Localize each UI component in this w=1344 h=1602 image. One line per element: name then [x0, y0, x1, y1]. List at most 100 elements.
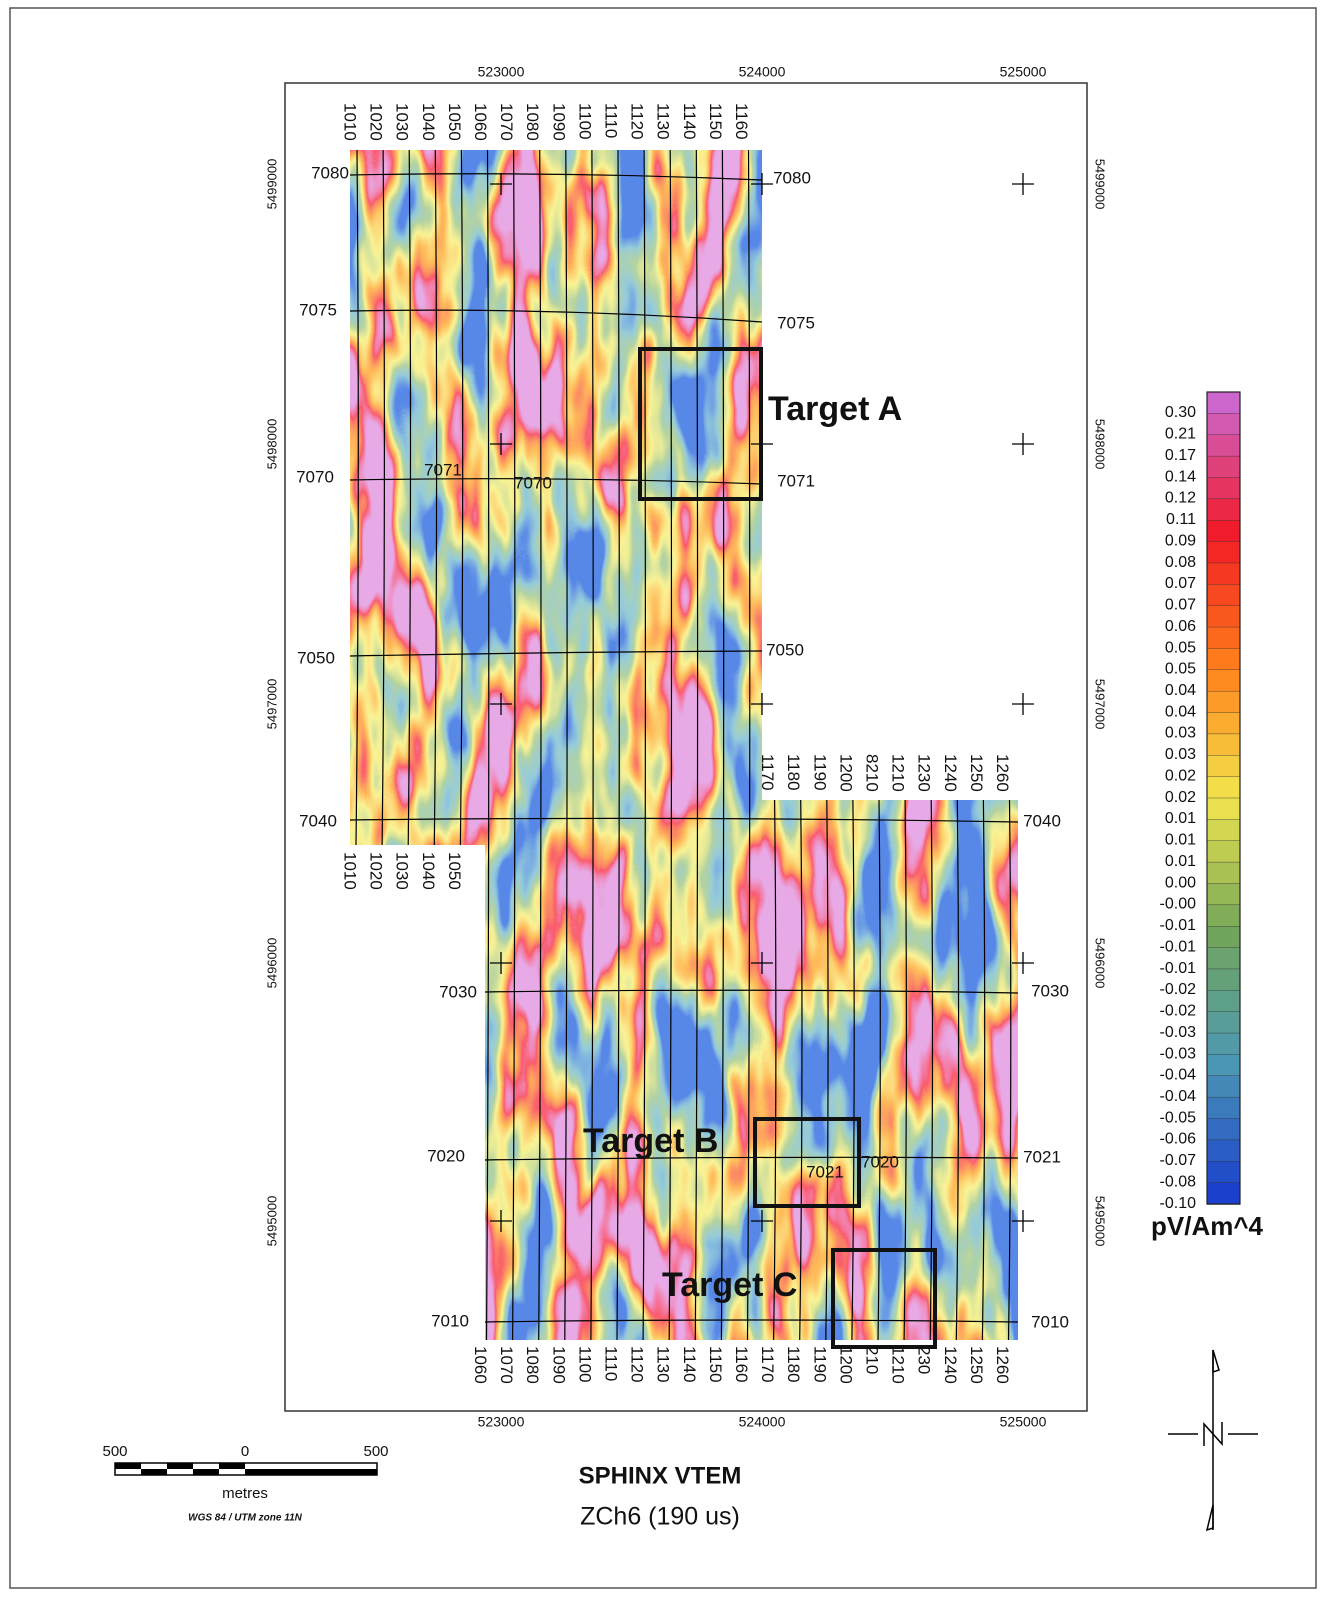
line-label: 1150: [706, 103, 725, 140]
easting-label: 523000: [478, 64, 525, 80]
tie-label: 7010: [1031, 1312, 1069, 1331]
legend-swatch: [1207, 627, 1240, 649]
line-label: 1210: [889, 754, 908, 792]
map-figure: Target A Target B Target C 0.300.210.170…: [0, 0, 1344, 1597]
legend-swatch: [1207, 1161, 1240, 1183]
tie-label: 7020: [861, 1152, 899, 1171]
easting-label: 524000: [739, 1414, 786, 1430]
legend-label: 0.01: [1165, 832, 1196, 849]
line-label: 1240: [941, 1346, 960, 1384]
scale-label: 500: [102, 1443, 127, 1460]
tie-label: 7080: [311, 163, 349, 182]
legend-label: -0.01: [1160, 938, 1197, 955]
line-label: 1100: [575, 1346, 594, 1383]
line-label: 1180: [784, 1346, 803, 1383]
northing-label: 5497000: [264, 679, 279, 730]
line-label: 1210: [889, 1346, 908, 1384]
line-label: 1080: [523, 1346, 542, 1384]
tie-label: 7020: [427, 1146, 465, 1165]
line-label: 1040: [419, 852, 438, 890]
legend-swatch: [1207, 798, 1240, 820]
legend-label: 0.17: [1165, 447, 1196, 464]
legend-label: -0.10: [1160, 1195, 1197, 1212]
northing-label: 5499000: [1093, 159, 1108, 210]
line-label: 1070: [497, 103, 516, 141]
legend-label: -0.05: [1160, 1109, 1197, 1126]
line-label: 1230: [915, 754, 934, 792]
line-label: 1160: [732, 1346, 751, 1383]
northing-label: 5498000: [1093, 419, 1108, 470]
easting-label: 524000: [739, 64, 786, 80]
legend-label: 0.05: [1165, 661, 1196, 678]
legend-swatch: [1207, 862, 1240, 884]
easting-label: 523000: [478, 1414, 525, 1430]
northing-label: 5496000: [1093, 938, 1108, 989]
legend-label: 0.14: [1165, 468, 1196, 485]
legend-swatch: [1207, 1033, 1240, 1055]
target-label: Target A: [768, 390, 902, 428]
tie-label: 7040: [299, 811, 337, 830]
line-label: 1090: [549, 1346, 568, 1384]
legend-swatch: [1207, 520, 1240, 542]
northing-label: 5495000: [264, 1196, 279, 1247]
tie-label: 7075: [299, 300, 337, 319]
legend-label: 0.02: [1165, 767, 1196, 784]
legend-swatch: [1207, 670, 1240, 692]
line-label: 1070: [497, 1346, 516, 1384]
line-label: 1060: [471, 1346, 490, 1384]
line-label: 1260: [993, 1346, 1012, 1384]
legend-label: 0.04: [1165, 703, 1196, 720]
legend-swatch: [1207, 948, 1240, 970]
line-label: 1030: [393, 103, 412, 141]
legend-label: 0.02: [1165, 789, 1196, 806]
legend-label: -0.03: [1160, 1024, 1197, 1041]
line-label: 1160: [732, 103, 751, 140]
line-label: 1140: [680, 1346, 699, 1383]
line-label: 1120: [628, 103, 647, 140]
northing-label: 5498000: [264, 419, 279, 470]
legend-label: 0.21: [1165, 426, 1196, 443]
tie-label: 7071: [424, 460, 462, 479]
projection: WGS 84 / UTM zone 11N: [188, 1513, 302, 1524]
line-label: 1030: [393, 852, 412, 890]
legend-swatch: [1207, 691, 1240, 713]
line-label: 1240: [941, 754, 960, 792]
line-label: 1110: [602, 103, 621, 138]
legend-label: 0.00: [1165, 874, 1196, 891]
legend-swatch: [1207, 1012, 1240, 1034]
legend-swatch: [1207, 413, 1240, 435]
legend-swatch: [1207, 990, 1240, 1012]
line-label: 230: [915, 1346, 934, 1374]
legend-label: 0.05: [1165, 639, 1196, 656]
tie-label: 7075: [777, 313, 815, 332]
northing-label: 5499000: [264, 159, 279, 210]
line-label: 1110: [602, 1346, 621, 1381]
legend-label: -0.01: [1160, 917, 1197, 934]
tie-label: 7030: [1031, 981, 1069, 1000]
legend-swatch: [1207, 969, 1240, 991]
legend-label: -0.04: [1160, 1088, 1197, 1105]
line-label: 1090: [549, 103, 568, 141]
scale-bar: [115, 1463, 377, 1475]
tie-label: 7021: [1023, 1147, 1061, 1166]
line-label: 1170: [758, 1346, 777, 1383]
legend-label: -0.04: [1160, 1067, 1197, 1084]
line-label: 1020: [367, 103, 386, 141]
legend-label: -0.03: [1160, 1045, 1197, 1062]
legend-label: 0.30: [1165, 404, 1196, 421]
legend-swatch: [1207, 734, 1240, 756]
legend-label: 0.04: [1165, 682, 1196, 699]
line-label: 1200: [836, 1346, 855, 1384]
legend-swatch: [1207, 755, 1240, 777]
northing-label: 5495000: [1093, 1196, 1108, 1247]
legend-swatch: [1207, 392, 1240, 414]
legend-swatch: [1207, 606, 1240, 628]
legend-swatch: [1207, 435, 1240, 457]
legend-swatch: [1207, 542, 1240, 564]
line-label: 1130: [654, 103, 673, 140]
tie-label: 7050: [297, 648, 335, 667]
legend-label: 0.07: [1165, 597, 1196, 614]
legend-swatch: [1207, 1140, 1240, 1162]
line-label: 1040: [419, 103, 438, 141]
line-label: 1130: [654, 1346, 673, 1383]
